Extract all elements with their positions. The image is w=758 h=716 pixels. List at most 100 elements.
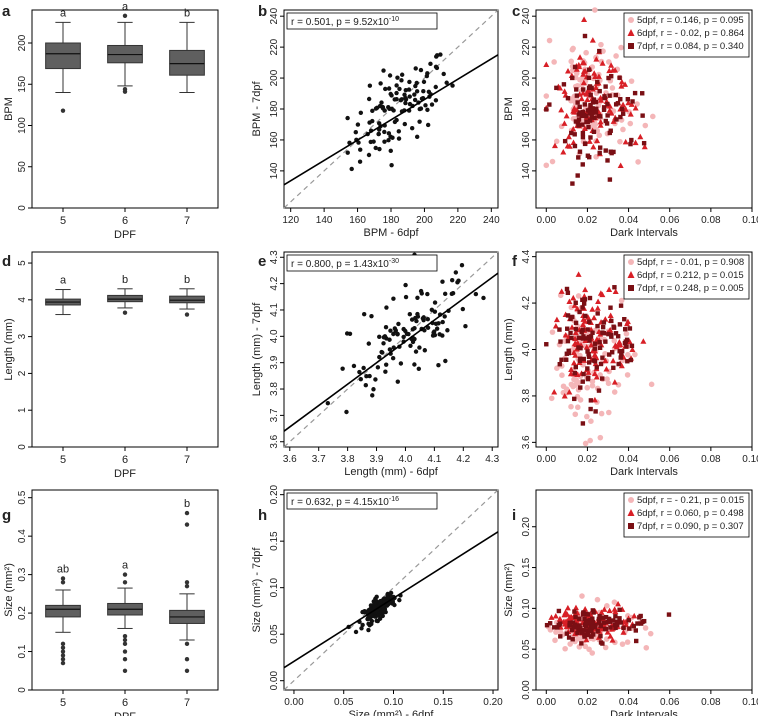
data-point bbox=[577, 149, 583, 154]
data-point bbox=[403, 95, 408, 101]
data-point bbox=[580, 134, 586, 140]
data-point bbox=[619, 351, 624, 357]
data-point bbox=[628, 357, 634, 363]
y-tick-label: 50 bbox=[17, 161, 28, 173]
data-point bbox=[583, 636, 590, 643]
data-point bbox=[434, 53, 440, 58]
legend-label: 7dpf, r = 0.084, p = 0.340 bbox=[637, 41, 744, 52]
data-point bbox=[604, 121, 610, 126]
data-point bbox=[592, 341, 598, 346]
y-tick-label: 0.15 bbox=[269, 531, 280, 551]
data-point bbox=[440, 319, 445, 325]
data-point bbox=[368, 139, 373, 145]
plot-frame bbox=[535, 489, 753, 691]
data-point bbox=[589, 382, 596, 389]
data-point bbox=[611, 599, 618, 605]
data-point bbox=[607, 633, 614, 639]
significance-letter: a bbox=[60, 275, 67, 287]
data-point bbox=[437, 332, 442, 337]
data-point bbox=[581, 612, 586, 617]
data-point bbox=[640, 113, 645, 118]
data-point bbox=[599, 60, 606, 66]
data-point bbox=[580, 89, 587, 96]
data-point bbox=[598, 623, 604, 629]
y-tick-label: 0.10 bbox=[521, 598, 532, 618]
y-axis-label: Size (mm²) bbox=[503, 563, 515, 617]
data-point bbox=[605, 113, 610, 118]
outlier-point bbox=[122, 310, 128, 315]
outlier-point bbox=[122, 580, 128, 585]
data-point bbox=[591, 396, 598, 403]
data-point bbox=[572, 143, 578, 149]
data-point bbox=[577, 616, 582, 621]
data-point bbox=[570, 349, 577, 355]
data-point bbox=[370, 108, 375, 114]
data-point bbox=[577, 104, 582, 110]
data-point bbox=[601, 606, 608, 612]
x-tick-label: 4.2 bbox=[456, 454, 470, 465]
data-point bbox=[353, 629, 359, 635]
data-point bbox=[581, 628, 586, 633]
x-tick-label: 0.08 bbox=[701, 454, 721, 465]
data-point bbox=[570, 125, 577, 132]
data-point bbox=[586, 75, 592, 81]
data-point bbox=[576, 155, 581, 160]
data-point bbox=[366, 96, 372, 102]
data-point bbox=[544, 107, 549, 112]
data-point bbox=[589, 37, 596, 43]
data-point bbox=[591, 70, 598, 76]
data-point bbox=[418, 288, 424, 294]
data-point bbox=[574, 340, 581, 346]
data-point bbox=[597, 122, 604, 128]
panel-letter: h bbox=[258, 507, 267, 524]
x-tick-label: 3.9 bbox=[370, 454, 384, 465]
data-point bbox=[573, 381, 580, 387]
data-point bbox=[421, 315, 426, 320]
data-point bbox=[547, 102, 552, 107]
data-point bbox=[584, 413, 590, 420]
data-point bbox=[597, 118, 604, 125]
data-point bbox=[585, 366, 590, 371]
x-tick-label: 0.15 bbox=[434, 697, 454, 708]
data-point bbox=[600, 48, 606, 54]
data-point bbox=[597, 345, 603, 351]
data-point bbox=[586, 67, 592, 72]
box bbox=[45, 42, 81, 70]
data-point bbox=[601, 320, 607, 325]
data-point bbox=[573, 300, 578, 305]
data-point bbox=[609, 67, 616, 73]
panel-letter: a bbox=[2, 3, 11, 20]
data-point bbox=[349, 166, 354, 172]
y-tick-label: 0 bbox=[17, 205, 28, 211]
data-point bbox=[574, 404, 581, 411]
data-point bbox=[386, 138, 391, 143]
y-tick-label: 0.20 bbox=[269, 484, 280, 504]
data-point bbox=[449, 277, 455, 283]
x-tick-label: 200 bbox=[416, 215, 433, 226]
data-point bbox=[569, 335, 574, 341]
data-point bbox=[425, 325, 431, 330]
data-point bbox=[589, 306, 596, 312]
data-point bbox=[366, 341, 371, 346]
data-point bbox=[617, 607, 622, 612]
data-point bbox=[577, 309, 582, 315]
data-point bbox=[602, 350, 608, 357]
data-point bbox=[592, 624, 598, 630]
data-point bbox=[625, 99, 632, 106]
data-point bbox=[375, 618, 380, 624]
data-point bbox=[591, 358, 596, 363]
data-point bbox=[582, 622, 588, 628]
data-point bbox=[594, 596, 601, 603]
annotation-text: r = 0.501, p = 9.52x10-10 bbox=[291, 16, 399, 28]
data-point bbox=[565, 313, 571, 318]
data-point bbox=[403, 282, 408, 288]
box bbox=[169, 295, 205, 304]
data-point bbox=[391, 331, 396, 337]
data-point bbox=[597, 340, 602, 345]
data-point bbox=[596, 132, 603, 139]
data-point bbox=[396, 321, 401, 327]
data-point bbox=[630, 99, 635, 104]
data-point bbox=[569, 324, 576, 330]
data-point bbox=[588, 341, 595, 348]
data-point bbox=[453, 270, 459, 275]
